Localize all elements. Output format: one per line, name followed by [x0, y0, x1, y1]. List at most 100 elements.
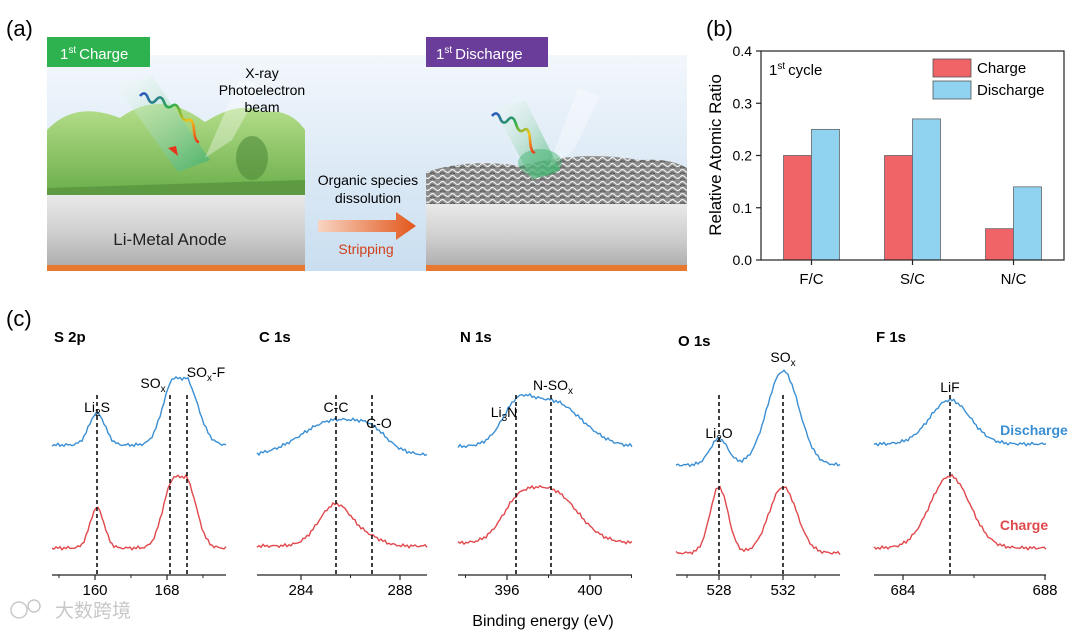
anode-label: Li-Metal Anode: [113, 230, 226, 249]
spectrum-title: O 1s: [678, 333, 711, 350]
legend-discharge-text: Discharge: [1000, 422, 1068, 438]
rough-surface: [426, 156, 687, 204]
bar-charge-f-c: [783, 155, 812, 261]
bar-discharge-n-c: [1013, 186, 1042, 261]
y-tick-label: 0.0: [733, 252, 753, 268]
x-tick-label: 168: [154, 582, 179, 599]
spectrum-title: C 1s: [259, 329, 291, 346]
x-axis-label: Binding energy (eV): [472, 613, 613, 630]
spectrum-title: N 1s: [460, 329, 492, 346]
arrow-label: Stripping: [338, 241, 393, 257]
beam-spot: [518, 149, 562, 177]
y-axis-label: Relative Atomic Ratio: [706, 74, 725, 236]
right-anode-block: [426, 204, 687, 271]
cycle-annotation: 1st cycle: [769, 61, 822, 79]
peak-label: SOx-F: [187, 364, 225, 384]
xray-wave-icon: [139, 92, 200, 144]
peak-label: Li2S: [84, 399, 110, 419]
x-tick-label: 400: [577, 582, 602, 599]
process-label-line2: dissolution: [335, 190, 401, 206]
panel-b-label: (b): [706, 16, 733, 41]
charge-spectrum-line: [51, 473, 227, 551]
x-tick-label: 160: [82, 582, 107, 599]
discharge-badge-text: 1st Discharge: [436, 45, 523, 63]
charge-spectrum-line: [256, 501, 428, 549]
legend: Charge Discharge: [932, 58, 1045, 100]
xps-spectra: S 2p Li2S SOx SOx-F 160 168 C 1s C-C C-O 284 288 N …: [51, 329, 1058, 599]
x-tick-label: F/C: [799, 271, 823, 288]
x-tick-label: 284: [288, 582, 313, 599]
spectrum-n-1s: N 1s Li3N N-SOx 396 400: [457, 329, 633, 599]
charge-badge-text: 1st Charge: [60, 45, 128, 63]
bar-charge-s-c: [884, 155, 913, 261]
panel-c: (c) S 2p Li2S SOx SOx-F 160 168 C 1s C-C C-O 284 2…: [6, 306, 1068, 630]
panel-a: (a) Li-Metal Anode X-ray Photoelectron b…: [6, 16, 687, 271]
discharge-spectrum-line: [256, 417, 428, 457]
right-anode-base: [426, 265, 687, 271]
watermark-text: 大数跨境: [55, 600, 131, 622]
left-anode-base: [47, 265, 305, 271]
peak-label: C-C: [324, 399, 349, 415]
discharge-spectrum-line: [675, 369, 841, 468]
peak-label: LiF: [940, 379, 959, 395]
watermark-logo-icon: [10, 601, 28, 619]
wave-arrow-icon: [168, 146, 178, 156]
spectrum-c-1s: C 1s C-C C-O 284 288: [256, 329, 428, 599]
legend-label-charge: Charge: [977, 60, 1026, 77]
discharge-badge: [426, 37, 548, 67]
xray-wave-icon-right: [491, 112, 536, 154]
x-tick-label: 532: [770, 582, 795, 599]
watermark: 大数跨境: [10, 599, 131, 622]
x-tick-label: 288: [387, 582, 412, 599]
x-tick-label: N/C: [1001, 271, 1027, 288]
charge-badge: [47, 37, 150, 67]
x-tick-label: 684: [890, 582, 915, 599]
xray-beam-left: [118, 76, 210, 172]
spectrum-title: S 2p: [54, 329, 86, 346]
y-tick-label: 0.3: [733, 95, 753, 111]
beam-label-line2: Photoelectron: [219, 82, 305, 98]
spectrum-title: F 1s: [876, 329, 906, 346]
stripping-arrow-icon: [318, 212, 416, 240]
spectrum-o-1s: O 1s Li2O SOx 528 532: [675, 333, 841, 599]
legend-swatch-charge: [932, 58, 972, 78]
x-tick-label: 688: [1032, 582, 1057, 599]
legend-swatch-discharge: [932, 80, 972, 100]
beam-label-line1: X-ray: [245, 65, 278, 81]
photoelectron-beam-left: [205, 78, 262, 158]
spectrum-s-2p: S 2p Li2S SOx SOx-F 160 168: [51, 329, 227, 599]
peak-label: SOx: [770, 349, 795, 369]
bar-discharge-f-c: [811, 128, 840, 261]
panel-a-label: (a): [6, 16, 33, 41]
xray-beam-right: [495, 100, 560, 180]
watermark-logo-icon-2: [27, 599, 41, 613]
charge-spectrum-line: [457, 484, 633, 546]
bar-discharge-s-c: [912, 118, 941, 261]
film-shadow: [236, 136, 268, 180]
discharge-spectrum-line: [51, 376, 227, 448]
peak-label: Li2O: [705, 425, 732, 445]
peak-label: N-SOx: [533, 377, 573, 397]
sei-film-edge: [47, 180, 305, 195]
legend-charge-text: Charge: [1000, 517, 1048, 533]
x-tick-label: S/C: [900, 271, 925, 288]
y-tick-label: 0.4: [733, 43, 753, 59]
y-tick-label: 0.2: [733, 148, 753, 164]
discharge-spectrum-line: [457, 392, 633, 449]
plot-frame: [760, 50, 1065, 261]
peak-label: SOx: [140, 375, 165, 395]
left-anode-block: [47, 195, 305, 271]
x-tick-label: 528: [706, 582, 731, 599]
photoelectron-beam-right: [548, 88, 600, 168]
charge-spectrum-line: [675, 485, 841, 555]
process-label-line1: Organic species: [318, 172, 418, 188]
peak-label: Li3N: [491, 404, 518, 424]
panel-c-label: (c): [6, 306, 32, 331]
spectrum-f-1s: F 1s LiF 684 688: [873, 329, 1058, 599]
peak-label: C-O: [366, 415, 392, 431]
charge-spectrum-line: [873, 473, 1047, 551]
panel-b: (b) Relative Atomic Ratio 0.0 0.1 0.2 0.3 0.…: [706, 16, 1065, 288]
y-tick-label: 0.1: [733, 200, 753, 216]
legend-label-discharge: Discharge: [977, 82, 1045, 99]
